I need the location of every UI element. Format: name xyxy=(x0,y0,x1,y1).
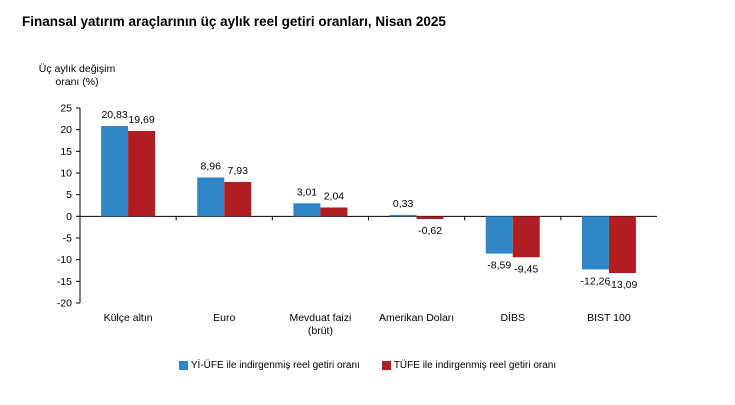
bar-yi-ufe xyxy=(389,214,417,217)
data-label: 3,01 xyxy=(297,186,318,198)
data-label: 19,69 xyxy=(128,114,154,126)
legend-label-tufe: TÜFE ile indirgenmiş reel getiri oranı xyxy=(393,360,557,371)
bar-tufe xyxy=(608,216,636,274)
category-label: DİBS xyxy=(500,311,525,324)
bar-yi-ufe xyxy=(581,216,609,270)
category-label: (brüt) xyxy=(308,325,333,337)
y-tick-label: -10 xyxy=(57,254,72,266)
legend-swatch-tufe xyxy=(381,361,391,370)
y-tick-label: -20 xyxy=(57,298,72,310)
data-label: -8,59 xyxy=(487,260,511,272)
y-tick-label: -15 xyxy=(57,276,72,288)
y-tick-label: -5 xyxy=(63,233,72,245)
y-tick-label: 0 xyxy=(66,211,72,223)
data-label: -13,09 xyxy=(608,279,638,291)
bar-tufe xyxy=(416,216,444,220)
bar-tufe xyxy=(224,181,252,217)
bar-tufe xyxy=(128,131,156,217)
bar-yi-ufe xyxy=(101,126,129,217)
bar-yi-ufe xyxy=(293,203,321,217)
category-label: Mevduat faizi xyxy=(289,312,351,324)
data-label: 7,93 xyxy=(228,165,249,177)
category-label: BIST 100 xyxy=(587,312,631,324)
data-label: -9,45 xyxy=(514,263,538,275)
data-label: -0,62 xyxy=(418,225,442,237)
chart-title: Finansal yatırım araçlarının üç aylık re… xyxy=(22,14,446,29)
category-label: Külçe altın xyxy=(104,312,153,324)
legend-item-tufe: TÜFE ile indirgenmiş reel getiri oranı xyxy=(381,360,557,371)
category-label: Amerikan Doları xyxy=(379,312,454,324)
bar-tufe xyxy=(512,216,540,258)
y-axis-label-line-1: Üç aylık değişim xyxy=(39,63,116,75)
bar-tufe xyxy=(320,207,348,217)
data-label: -12,26 xyxy=(581,275,611,287)
y-tick-label: 25 xyxy=(60,103,72,115)
legend-item-yi-ufe: Yİ-ÜFE ile indirgenmiş reel getiri oranı xyxy=(178,360,360,371)
y-axis-label-line-2: oranı (%) xyxy=(55,76,98,88)
legend-label-yi-ufe: Yİ-ÜFE ile indirgenmiş reel getiri oranı xyxy=(190,360,360,371)
y-tick-label: 15 xyxy=(60,146,72,158)
data-label: 8,96 xyxy=(201,161,222,173)
y-tick-label: 10 xyxy=(60,168,72,180)
bar-yi-ufe xyxy=(197,177,225,217)
data-label: 20,83 xyxy=(101,109,127,121)
y-tick-label: 20 xyxy=(60,124,72,136)
data-label: 0,33 xyxy=(393,198,414,210)
bar-chart: Üç aylık değişim oranı (%) 25 20 15 10 5 0 -5 -… xyxy=(39,63,657,337)
legend-swatch-yi-ufe xyxy=(178,361,188,370)
y-tick-label: 5 xyxy=(66,189,72,201)
bar-yi-ufe xyxy=(485,216,513,254)
plot-area: 25 20 15 10 5 0 -5 -10 -15 -20 20,83 19,69 Külçe alt… xyxy=(57,103,657,337)
legend: Yİ-ÜFE ile indirgenmiş reel getiri oranı… xyxy=(0,360,735,371)
category-label: Euro xyxy=(213,312,235,324)
data-label: 2,04 xyxy=(324,190,345,202)
